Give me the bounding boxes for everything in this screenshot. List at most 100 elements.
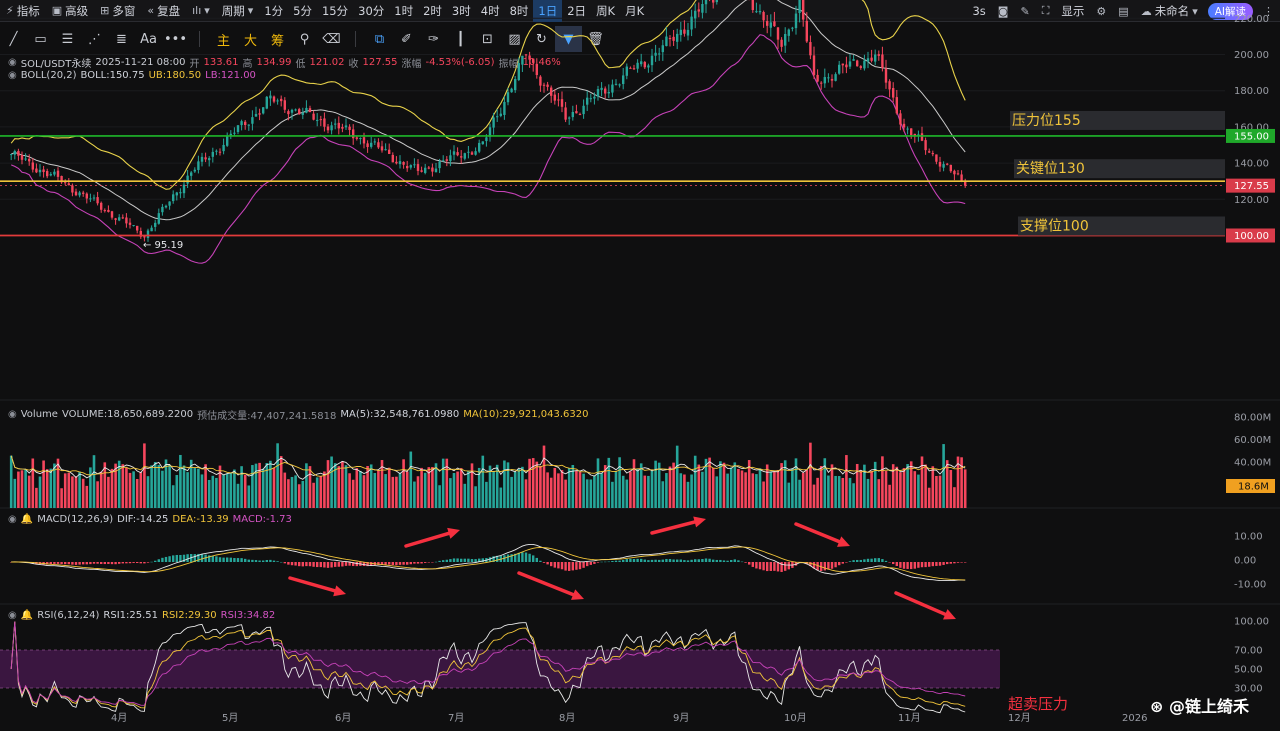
macd-bar — [172, 555, 175, 562]
timeframe-7[interactable]: 4时 — [480, 3, 500, 18]
main-indicator-button[interactable]: 主 — [216, 33, 230, 49]
parallel-lines-tool[interactable]: ☰ — [54, 26, 81, 52]
eye-icon[interactable]: ◉ — [8, 610, 17, 621]
indicators-button[interactable]: ⚡ 指标 — [6, 3, 40, 18]
timeframe-12[interactable]: 月K — [625, 3, 645, 18]
eye-icon[interactable]: ◉ — [8, 514, 17, 525]
marker-tool[interactable]: ✑ — [420, 26, 447, 52]
volume-bar — [855, 463, 859, 508]
macd-bar — [193, 554, 196, 562]
more-button[interactable]: ⋮ — [1257, 0, 1280, 22]
delete-tool[interactable]: 🗑 — [582, 26, 609, 52]
timeframe-2[interactable]: 15分 — [321, 3, 349, 18]
trendline-tool[interactable]: ╱ — [0, 26, 27, 52]
eye-icon[interactable]: ◉ — [8, 409, 17, 420]
chart-type-button[interactable]: ılı ▾ — [186, 0, 216, 22]
pen-tool[interactable]: ✐ — [393, 26, 420, 52]
candle-body — [845, 64, 848, 68]
pattern-tool[interactable]: ⋰ — [81, 26, 108, 52]
candle-body — [352, 129, 355, 139]
display-button[interactable]: 显示 — [1061, 4, 1085, 18]
bell-icon[interactable]: 🔔 — [20, 610, 34, 621]
volume-bar — [848, 477, 852, 508]
candle-body — [362, 137, 366, 144]
rectangle-tool[interactable]: ▭ — [27, 26, 54, 52]
candle-body — [809, 42, 812, 56]
volume-bar — [38, 476, 42, 508]
image-icon: ▨ — [508, 31, 521, 47]
candle-body — [578, 114, 582, 116]
candle-body — [506, 92, 510, 103]
volume-bar — [884, 470, 888, 508]
timeframe-4[interactable]: 1时 — [394, 3, 414, 18]
volume-bar — [953, 487, 956, 508]
timeframe-3[interactable]: 30分 — [358, 3, 385, 18]
volume-bar — [791, 468, 794, 508]
candle-body — [107, 209, 110, 212]
volume-bar — [81, 478, 85, 508]
lock-tool[interactable]: ⊡ — [474, 26, 501, 52]
volume-bar — [319, 476, 323, 508]
volume-bar — [9, 455, 13, 508]
bell-icon[interactable]: 🔔 — [20, 514, 34, 525]
macd-bar — [182, 554, 186, 562]
candle-body — [298, 109, 301, 115]
multi-window-button[interactable]: ⊞ 多窗 — [100, 3, 136, 18]
candle-body — [323, 118, 326, 127]
timeframe-10[interactable]: 2日 — [567, 3, 587, 18]
timeframe-11[interactable]: 周K — [596, 3, 616, 18]
watermark: ⊛ @链上绮禾 — [1150, 697, 1249, 716]
filter-tool[interactable]: ▼ — [555, 26, 582, 52]
cloud-layout-dropdown[interactable]: ☁ 未命名 ▾ — [1140, 4, 1198, 18]
timeframe-5[interactable]: 2时 — [423, 3, 442, 18]
macd-bar — [784, 562, 787, 571]
eye-icon[interactable]: ◉ — [8, 57, 17, 68]
candle-body — [888, 81, 891, 90]
chip-distribution-button[interactable]: 筹 — [270, 33, 284, 49]
candle-body — [629, 67, 632, 69]
magnet-tool[interactable]: ↻ — [528, 26, 555, 52]
timeframe-6[interactable]: 3时 — [451, 3, 471, 18]
volume-bar — [13, 478, 17, 508]
macd-bar — [305, 562, 308, 567]
edit-button[interactable]: ✎ — [1014, 0, 1035, 22]
copy-tool[interactable]: ⧉ — [366, 26, 393, 52]
ai-explain-button[interactable]: AI解读 — [1207, 2, 1253, 20]
volume-bar — [729, 467, 733, 508]
text-tool[interactable]: Aa — [140, 31, 157, 47]
timeframe-8[interactable]: 8时 — [509, 3, 529, 18]
period-dropdown[interactable]: 周期 ▾ — [221, 3, 254, 18]
timeframe-9[interactable]: 1日 — [533, 0, 563, 22]
advanced-button[interactable]: ▣ 高级 — [51, 3, 89, 18]
macd-bar — [290, 562, 294, 566]
more-tools-button[interactable]: ••• — [162, 26, 189, 52]
big-order-button[interactable]: 大 — [243, 33, 257, 49]
settings-button[interactable]: ⚙ — [1090, 0, 1112, 22]
fullscreen-button[interactable]: ⛶ — [1036, 0, 1056, 22]
candle-body — [866, 58, 870, 62]
volume-bar — [963, 469, 967, 508]
brush-tool[interactable]: ⚲ — [291, 26, 318, 52]
image-tool[interactable]: ▨ — [501, 26, 528, 52]
candle-body — [773, 21, 776, 27]
volume-bar — [128, 472, 132, 508]
screenshot-button[interactable]: ◙ — [992, 0, 1015, 22]
macd-bar — [186, 554, 189, 562]
macd-bar — [506, 554, 510, 562]
macd-bar — [866, 558, 870, 562]
layout-button[interactable]: ▤ — [1112, 0, 1134, 22]
fib-tool[interactable]: ≣ — [108, 26, 135, 52]
volume-bar — [269, 460, 272, 508]
replay-button[interactable]: «复盘 — [147, 3, 181, 18]
macd-bar — [733, 559, 736, 562]
volume-bar — [35, 487, 38, 508]
macd-bar — [704, 558, 708, 562]
eye-icon[interactable]: ◉ — [8, 70, 17, 81]
eraser-tool[interactable]: ⌫ — [318, 26, 345, 52]
candle-tool[interactable]: ┃ — [447, 26, 474, 52]
volume-bar — [355, 468, 359, 508]
refresh-interval[interactable]: 3s — [972, 4, 986, 18]
timeframe-1[interactable]: 5分 — [293, 3, 312, 18]
timeframe-0[interactable]: 1分 — [264, 3, 284, 18]
